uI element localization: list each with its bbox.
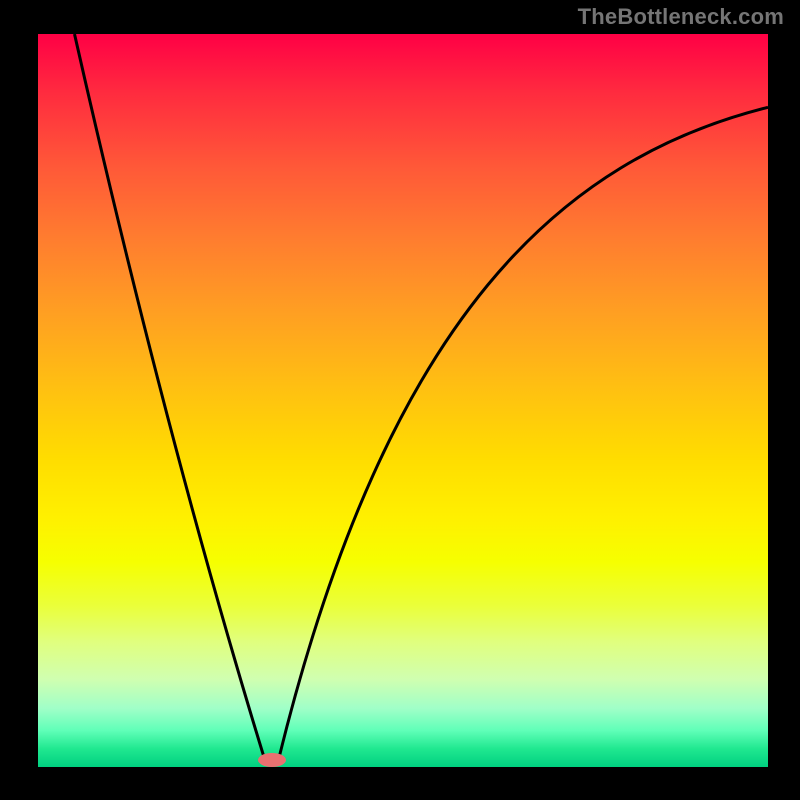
bottleneck-curve <box>38 34 768 767</box>
optimal-point-marker <box>258 753 286 767</box>
curve-path <box>75 34 769 758</box>
watermark-text: TheBottleneck.com <box>578 4 784 30</box>
plot-area <box>38 34 768 767</box>
chart-canvas: TheBottleneck.com <box>0 0 800 800</box>
